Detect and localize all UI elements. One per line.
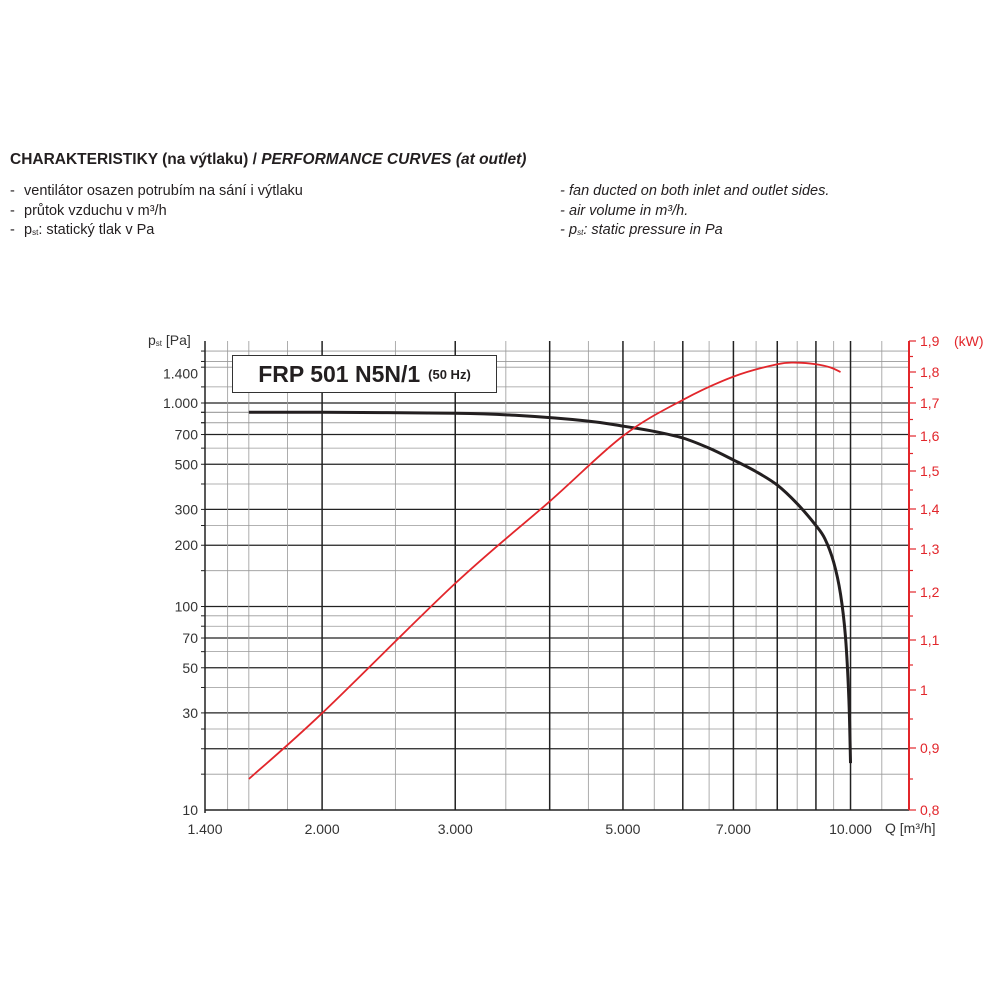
axes — [201, 340, 916, 813]
model-label-box: FRP 501 N5N/1 (50 Hz) — [232, 355, 497, 393]
note-item: - pst: statický tlak v Pa — [10, 222, 155, 238]
note-item: - air volume in m³/h. — [560, 202, 689, 219]
x-tick-label: 1.400 — [187, 821, 222, 837]
section-title: CHARAKTERISTIKY (na výtlaku) / PERFORMAN… — [10, 151, 526, 169]
y-tick-label: 700 — [175, 427, 199, 443]
y2-tick-label: 0,9 — [920, 740, 940, 756]
pressure-curve — [248, 410, 853, 764]
curves — [248, 361, 853, 780]
power-curve — [248, 361, 841, 780]
y-tick-label: 300 — [175, 501, 199, 517]
y2-tick-label: 1,9 — [920, 333, 940, 349]
y2-axis-title: (kW) — [954, 333, 984, 349]
y2-tick-label: 1,3 — [920, 541, 940, 557]
y-tick-label: 500 — [175, 456, 199, 472]
y2-tick-label: 1,6 — [920, 428, 940, 444]
notes-cz: - ventilátor osazen potrubím na sání i vý… — [10, 182, 303, 243]
y2-tick-label: 1,7 — [920, 395, 940, 411]
note-item: - fan ducted on both inlet and outlet sid… — [560, 183, 830, 199]
y2-tick-label: 1,1 — [920, 632, 940, 648]
y-tick-label: 10 — [182, 802, 198, 818]
x-tick-label: 7.000 — [716, 821, 751, 837]
y-tick-label: 1.400 — [163, 365, 198, 381]
title-cz: CHARAKTERISTIKY (na výtlaku) / — [10, 151, 257, 168]
title-en: PERFORMANCE CURVES (at outlet) — [261, 151, 527, 168]
y-tick-label: 30 — [182, 705, 198, 721]
y2-tick-label: 1,4 — [920, 501, 940, 517]
note-item: - ventilátor osazen potrubím na sání i vý… — [10, 183, 303, 199]
x-tick-label: 3.000 — [438, 821, 473, 837]
y-axis-title: pst [Pa] — [148, 332, 191, 348]
y2-tick-label: 1,2 — [920, 584, 940, 600]
y2-tick-label: 1,8 — [920, 364, 940, 380]
x-axis-title: Q [m³/h] — [885, 820, 936, 836]
tick-labels: 1.400 2.000 3.000 5.000 7.000 10.000 1.400 1.00… — [163, 333, 940, 837]
x-tick-label: 5.000 — [605, 821, 640, 837]
note-item: - pst: static pressure in Pa — [560, 222, 723, 238]
frequency-label: (50 Hz) — [428, 366, 471, 382]
notes-en: - fan ducted on both inlet and outlet sid… — [560, 182, 829, 243]
y2-tick-label: 1,5 — [920, 463, 940, 479]
x-tick-label: 2.000 — [305, 821, 340, 837]
y2-tick-label: 1 — [920, 682, 928, 698]
note-item: - průtok vzduchu v m³/h — [10, 202, 167, 219]
y-tick-label: 50 — [182, 660, 198, 676]
y-tick-label: 1.000 — [163, 395, 198, 411]
y-tick-label: 70 — [182, 630, 198, 646]
y-tick-label: 200 — [175, 537, 199, 553]
y2-tick-label: 0,8 — [920, 802, 940, 818]
model-name: FRP 501 N5N/1 — [258, 360, 421, 387]
y-tick-label: 100 — [175, 599, 199, 615]
x-tick-label: 10.000 — [829, 821, 872, 837]
